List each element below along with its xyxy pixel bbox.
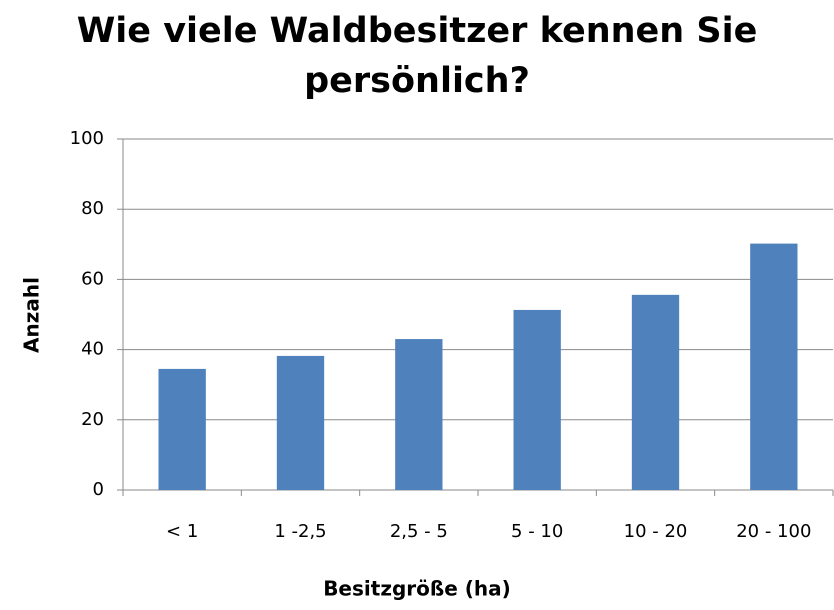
y-tick-label: 60 (81, 268, 104, 289)
y-tick-label: 20 (81, 409, 104, 430)
x-tick-label: 1 -2,5 (274, 521, 326, 542)
x-tick-label: 5 - 10 (511, 521, 563, 542)
x-tick-label: 2,5 - 5 (390, 521, 448, 542)
bar (513, 309, 561, 490)
x-axis-label: Besitzgröße (ha) (323, 577, 511, 601)
bar (158, 368, 206, 490)
y-tick-label: 0 (93, 479, 104, 500)
bar (276, 355, 325, 490)
bar (631, 294, 680, 490)
x-tick-label: 10 - 20 (624, 521, 688, 542)
chart-title: Wie viele Waldbesitzer kennen Sie persön… (76, 11, 758, 101)
x-tick-label: < 1 (166, 521, 198, 542)
bar (750, 243, 798, 490)
y-tick-label: 100 (70, 128, 104, 149)
y-tick-label: 80 (81, 198, 104, 219)
y-tick-label: 40 (81, 339, 104, 360)
bar (395, 339, 443, 490)
x-tick-label: 20 - 100 (736, 521, 811, 542)
y-axis-label: Anzahl (20, 277, 44, 353)
